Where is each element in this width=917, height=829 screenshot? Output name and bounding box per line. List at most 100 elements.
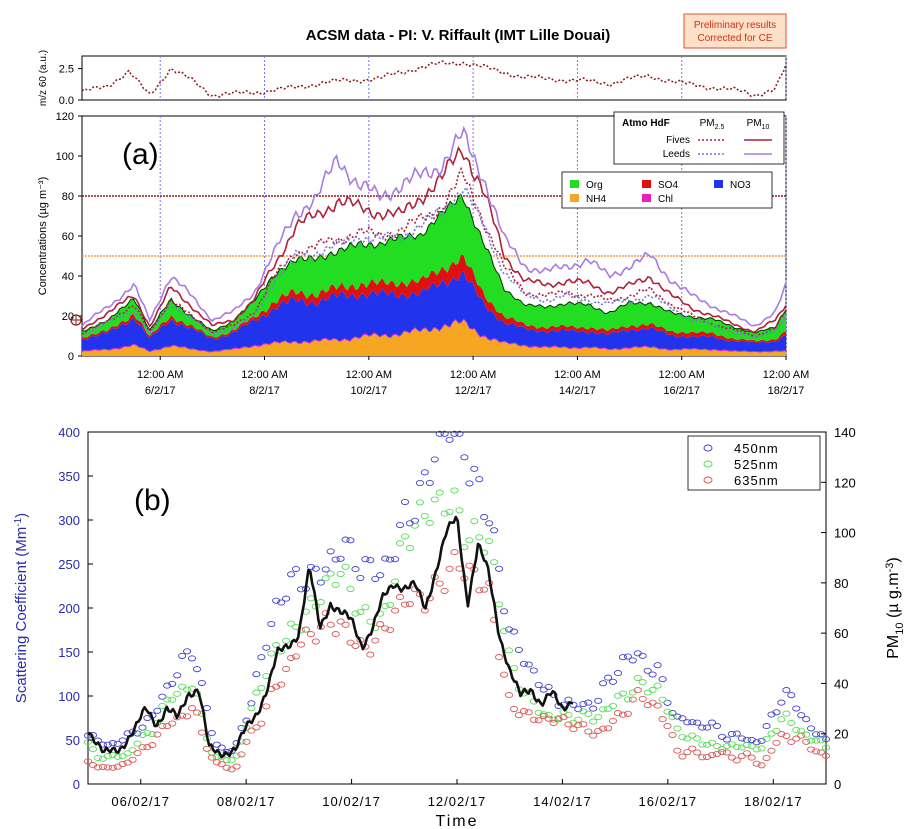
scatter-point (168, 696, 177, 703)
scatter-point (500, 608, 509, 615)
scatter-point (747, 743, 756, 750)
scatter-point (604, 674, 613, 681)
scatter-point (658, 716, 667, 723)
scatter-point (400, 498, 410, 506)
scatter-point (772, 709, 781, 716)
scatter-point (485, 537, 494, 544)
scatter-point (777, 699, 786, 706)
scatter-series-635nm (83, 549, 831, 773)
scatter-point (465, 480, 474, 487)
xtick-label: 16/02/17 (639, 794, 698, 809)
scatter-point (549, 719, 558, 727)
scatter-point (519, 660, 528, 667)
scatter-point (648, 671, 657, 678)
scatter-point (316, 579, 325, 586)
scatter-point (782, 687, 791, 694)
scatter-point (623, 653, 632, 660)
panel-label-a: (a) (122, 138, 159, 171)
scatter-point (579, 700, 588, 708)
scatter-point (708, 719, 717, 726)
scatter-point (470, 465, 479, 472)
scatter-point (207, 754, 216, 761)
scatter-point (346, 537, 355, 544)
scatter-point (475, 587, 484, 594)
legend-species-label-org: Org (586, 180, 603, 191)
scatter-point (777, 716, 786, 723)
main-ytick-label: 60 (62, 231, 74, 243)
scatter-point (732, 730, 741, 737)
ytick-right-label: 0 (834, 777, 841, 792)
legend-pm-row-label: Fives (666, 135, 690, 146)
scatter-point (83, 758, 93, 765)
scatter-point (257, 654, 266, 661)
scatter-point (579, 721, 588, 728)
scatter-point (623, 696, 632, 703)
main-ytick-label: 80 (62, 191, 74, 203)
scatter-point (331, 631, 340, 638)
scatter-point (262, 644, 271, 651)
scatter-point (420, 469, 429, 476)
scatter-point (381, 625, 390, 632)
scatter-point (797, 732, 806, 739)
xtick-label: 14/02/17 (533, 794, 592, 809)
scatter-point (475, 476, 484, 483)
scatter-point (722, 736, 731, 743)
scatter-point (643, 667, 652, 674)
scatter-point (445, 508, 454, 515)
scatter-point (415, 479, 424, 487)
scatter-point (326, 621, 335, 628)
pm-line-0 (81, 166, 787, 338)
scatter-point (311, 638, 320, 645)
scatter-point (797, 712, 806, 719)
scatter-point (351, 642, 360, 649)
scatter-point (698, 741, 707, 748)
scatter-point (564, 721, 573, 728)
scatter-point (306, 563, 315, 570)
scatter-point (455, 430, 464, 437)
scatter-point (762, 754, 771, 762)
scatter-point (173, 690, 182, 697)
scatter-point (544, 683, 553, 690)
scatter-point (495, 654, 504, 661)
stack-top-outline (81, 193, 787, 334)
scatter-point (331, 556, 340, 563)
legend-species-label-nh4: NH4 (586, 194, 606, 205)
scatter-point (232, 763, 241, 770)
scatter-point (173, 672, 182, 679)
stack-area-chl (82, 318, 786, 353)
scatter-point (608, 678, 618, 685)
scatter-point (440, 510, 449, 517)
scatter-point (153, 731, 162, 738)
scatter-point (133, 740, 142, 747)
scatter-point (247, 727, 256, 734)
ytick-right-label: 100 (834, 526, 856, 541)
legend-pm-col-header: PM2.5 (700, 118, 725, 131)
scatter-point (405, 545, 414, 552)
scatter-point (465, 562, 474, 569)
scatter-point (683, 719, 692, 726)
scatter-point (628, 657, 637, 664)
stack-area-org (82, 194, 786, 342)
legend-species-swatch-no3 (714, 180, 723, 188)
main-xtick-time: 12:00 AM (554, 369, 600, 381)
scatter-point (628, 696, 637, 703)
scatter-point (772, 727, 781, 734)
scatter-point (673, 725, 682, 732)
scatter-point (470, 518, 479, 525)
main-ylabel: Concentrations (µg m⁻³) (37, 177, 49, 296)
scatter-point (757, 745, 766, 752)
scatter-point (291, 565, 301, 572)
scatter-point (514, 712, 523, 719)
scatter-point (653, 682, 662, 689)
scatter-point (103, 764, 112, 771)
ytick-right-label: 40 (834, 676, 848, 691)
ytick-right-label: 80 (834, 576, 848, 591)
scatter-point (133, 749, 142, 757)
scatter-point (351, 566, 360, 573)
chart-panel-a: ACSM data - PI: V. Riffault (IMT Lille D… (37, 13, 809, 397)
main-xtick-time: 12:00 AM (137, 369, 183, 381)
main-ytick-label: 0 (68, 351, 74, 363)
scatter-point (262, 703, 271, 710)
main-ytick-label: 120 (56, 111, 74, 123)
legend-b-label: 450nm (734, 441, 779, 456)
